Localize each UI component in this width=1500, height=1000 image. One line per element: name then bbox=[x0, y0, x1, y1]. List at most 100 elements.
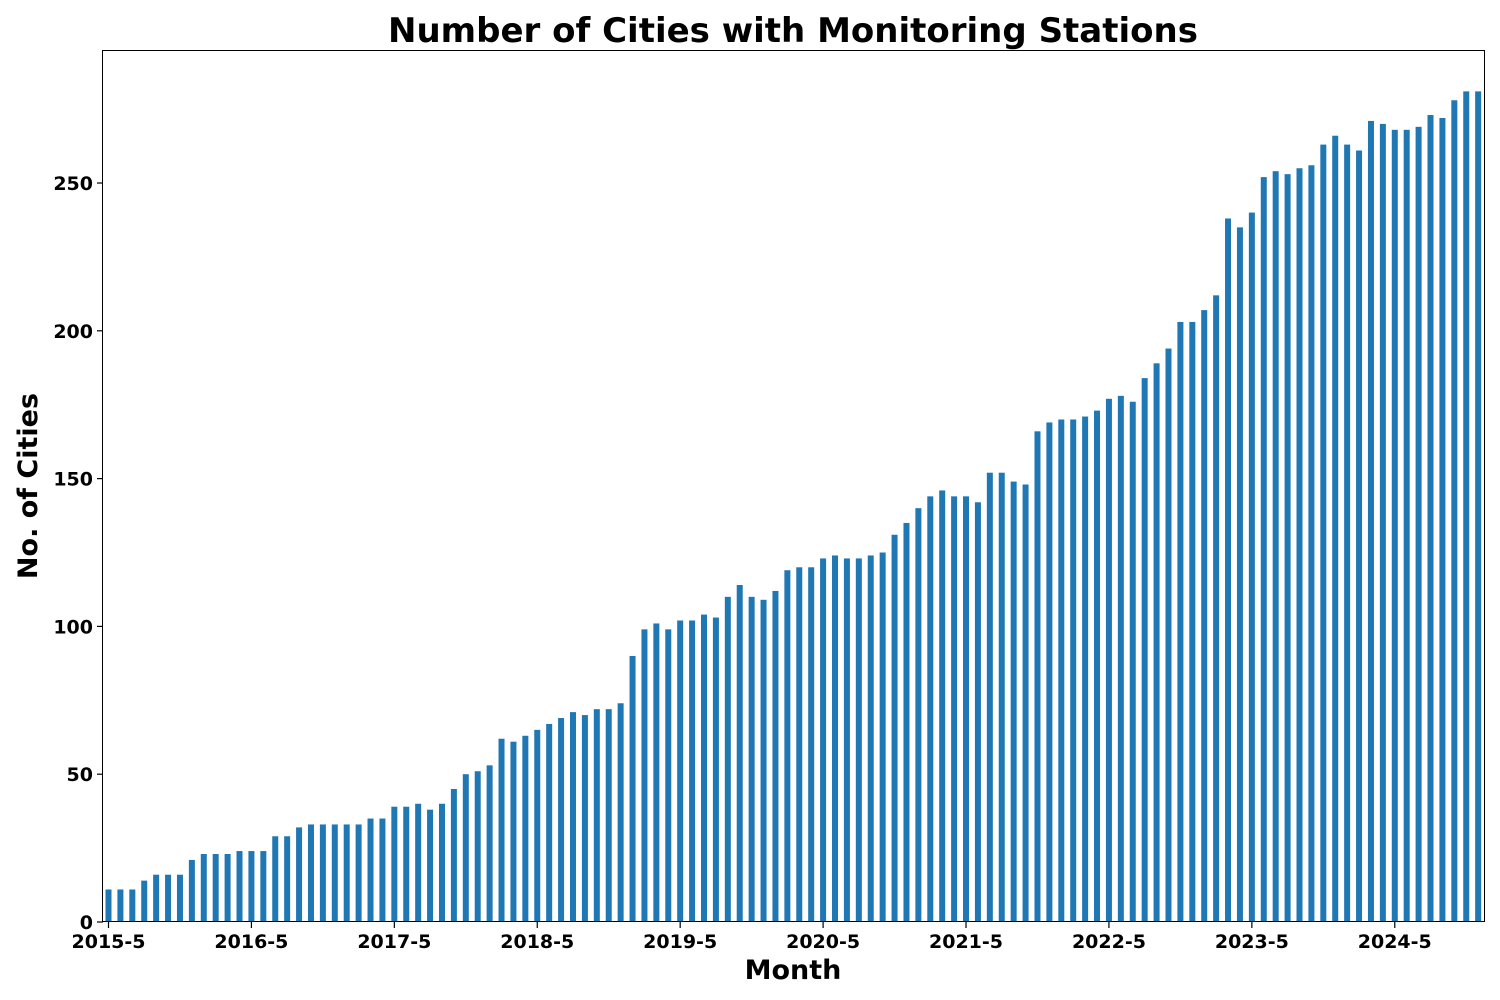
bar-2022-9 bbox=[1153, 363, 1160, 923]
bar-2021-8 bbox=[998, 472, 1005, 922]
y-tick-label: 150 bbox=[53, 469, 93, 491]
bar-2022-3 bbox=[1082, 416, 1089, 922]
bar-2020-1 bbox=[772, 590, 779, 922]
bar-2023-2 bbox=[1213, 295, 1220, 923]
bar-2021-9 bbox=[1010, 481, 1017, 922]
bar-2016-2 bbox=[212, 854, 219, 922]
bar-2015-12 bbox=[188, 859, 195, 922]
bar-2019-3 bbox=[653, 623, 660, 922]
bar-2018-12 bbox=[617, 703, 624, 922]
bar-2023-10 bbox=[1308, 165, 1315, 922]
y-tick-label: 0 bbox=[80, 912, 93, 934]
bar-2019-8 bbox=[712, 617, 719, 922]
bar-2020-6 bbox=[832, 555, 839, 922]
bar-2021-5 bbox=[963, 496, 970, 922]
bar-2015-7 bbox=[129, 889, 136, 922]
bar-2015-6 bbox=[117, 889, 124, 922]
bar-2020-9 bbox=[867, 555, 874, 922]
bar-2020-4 bbox=[808, 567, 815, 922]
bar-2020-10 bbox=[879, 552, 886, 922]
x-tick-label: 2018-5 bbox=[500, 931, 574, 953]
bar-2019-11 bbox=[748, 596, 755, 922]
bar-2016-8 bbox=[284, 836, 291, 922]
bar-2017-1 bbox=[343, 824, 350, 922]
bar-2022-2 bbox=[1070, 419, 1077, 922]
bar-2017-5 bbox=[391, 806, 398, 922]
bar-2021-4 bbox=[951, 496, 958, 922]
y-tick-label: 250 bbox=[53, 173, 93, 195]
bar-2019-7 bbox=[701, 614, 707, 922]
bar-2023-6 bbox=[1260, 177, 1267, 923]
bar-2019-1 bbox=[629, 655, 636, 922]
bar-2022-12 bbox=[1189, 321, 1196, 922]
bar-2016-5 bbox=[248, 851, 255, 922]
bar-2021-7 bbox=[986, 472, 993, 922]
bar-2024-10 bbox=[1451, 100, 1458, 922]
bar-2017-6 bbox=[403, 806, 410, 922]
bar-2018-1 bbox=[486, 765, 493, 922]
bar-2015-10 bbox=[165, 874, 172, 922]
bar-2020-12 bbox=[903, 522, 910, 922]
bar-2017-8 bbox=[427, 809, 434, 922]
x-tick-label: 2021-5 bbox=[929, 931, 1003, 953]
bar-2018-6 bbox=[546, 723, 553, 922]
y-tick-label: 100 bbox=[53, 616, 93, 638]
bar-2017-7 bbox=[415, 803, 422, 922]
bar-2017-11 bbox=[462, 774, 469, 922]
bar-2024-11 bbox=[1463, 91, 1470, 922]
bar-2024-3 bbox=[1367, 120, 1374, 922]
bar-2024-12 bbox=[1475, 91, 1482, 922]
bar-2020-11 bbox=[891, 534, 898, 922]
bar-2016-10 bbox=[307, 824, 314, 922]
bar-2016-9 bbox=[296, 827, 303, 922]
bar-2020-5 bbox=[820, 558, 827, 922]
bar-2023-11 bbox=[1320, 144, 1327, 923]
x-tick-label: 2017-5 bbox=[357, 931, 431, 953]
bar-2020-8 bbox=[855, 558, 862, 922]
bar-2022-11 bbox=[1177, 321, 1184, 922]
bar-2019-6 bbox=[689, 620, 696, 922]
bar-2018-9 bbox=[581, 715, 588, 922]
bar-2024-9 bbox=[1439, 117, 1446, 923]
bar-2016-12 bbox=[331, 824, 338, 922]
bar-2024-7 bbox=[1415, 126, 1422, 923]
bar-2018-11 bbox=[605, 709, 612, 922]
bar-2022-10 bbox=[1165, 348, 1172, 922]
bar-2024-2 bbox=[1356, 150, 1363, 922]
chart-title: Number of Cities with Monitoring Station… bbox=[388, 11, 1198, 51]
bar-2018-3 bbox=[510, 741, 517, 922]
bar-2016-4 bbox=[236, 851, 243, 922]
bar-2023-1 bbox=[1201, 310, 1208, 922]
bar-2017-9 bbox=[438, 803, 445, 922]
bar-2024-4 bbox=[1379, 123, 1386, 922]
bar-2023-9 bbox=[1296, 168, 1303, 923]
y-axis: 0 50 100 150 200 250 bbox=[53, 173, 103, 934]
bar-2020-2 bbox=[784, 570, 791, 922]
bar-2022-6 bbox=[1117, 395, 1124, 923]
x-tick-label: 2022-5 bbox=[1072, 931, 1146, 953]
bar-2024-1 bbox=[1344, 144, 1351, 923]
bar-2018-4 bbox=[522, 735, 529, 922]
bar-2024-6 bbox=[1403, 129, 1410, 922]
x-tick-label: 2016-5 bbox=[214, 931, 288, 953]
bar-2021-1 bbox=[915, 508, 922, 922]
bar-2021-11 bbox=[1034, 431, 1041, 922]
bar-2019-4 bbox=[665, 629, 672, 922]
bar-2021-6 bbox=[974, 502, 981, 922]
bar-2018-7 bbox=[558, 718, 565, 922]
bar-2015-8 bbox=[141, 880, 148, 922]
bar-2015-5 bbox=[105, 889, 112, 922]
x-tick-label: 2023-5 bbox=[1215, 931, 1289, 953]
bar-2017-2 bbox=[355, 824, 362, 922]
bar-2022-4 bbox=[1094, 410, 1101, 922]
x-tick-label: 2020-5 bbox=[786, 931, 860, 953]
bar-2019-5 bbox=[677, 620, 684, 922]
x-axis: 2015-5 2016-5 2017-5 2018-5 2019-5 2020-5 2021… bbox=[72, 922, 1432, 953]
bar-2019-9 bbox=[724, 596, 731, 922]
bar-2018-5 bbox=[534, 729, 541, 922]
x-axis-label: Month bbox=[745, 955, 842, 986]
bar-2016-3 bbox=[224, 854, 231, 922]
bar-2024-5 bbox=[1391, 129, 1398, 922]
bar-2017-10 bbox=[450, 788, 457, 922]
